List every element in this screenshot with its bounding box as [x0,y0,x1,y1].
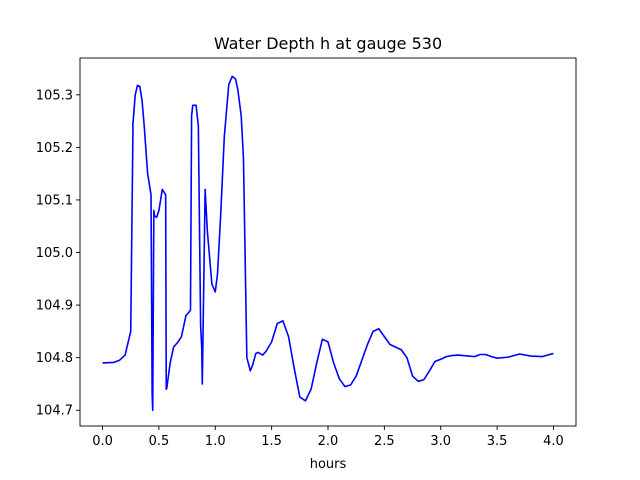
x-tick-label: 1.0 [205,434,226,449]
y-tick-label: 105.0 [36,246,73,261]
y-tick-label: 104.7 [36,404,73,419]
x-axis-label: hours [310,457,347,472]
chart-title: Water Depth h at gauge 530 [214,34,442,53]
x-tick-label: 0.0 [92,434,113,449]
y-tick-label: 104.8 [36,351,73,366]
x-tick-label: 2.5 [374,434,395,449]
x-tick-label: 0.5 [149,434,170,449]
y-tick-label: 105.3 [36,88,73,103]
x-tick-label: 1.5 [261,434,282,449]
y-tick-label: 104.9 [36,299,73,314]
x-tick-label: 2.0 [318,434,339,449]
plot-area: 0.0 0.5 1.0 1.5 2.0 2.5 3.0 3.5 4.0 104.7 104.8 104… [36,57,577,449]
x-tick-label: 4.0 [543,434,564,449]
x-tick-label: 3.0 [430,434,451,449]
y-tick-label: 105.1 [36,193,73,208]
y-tick-label: 105.2 [36,141,73,156]
series-line-0 [102,75,554,412]
x-tick-label: 3.5 [487,434,508,449]
